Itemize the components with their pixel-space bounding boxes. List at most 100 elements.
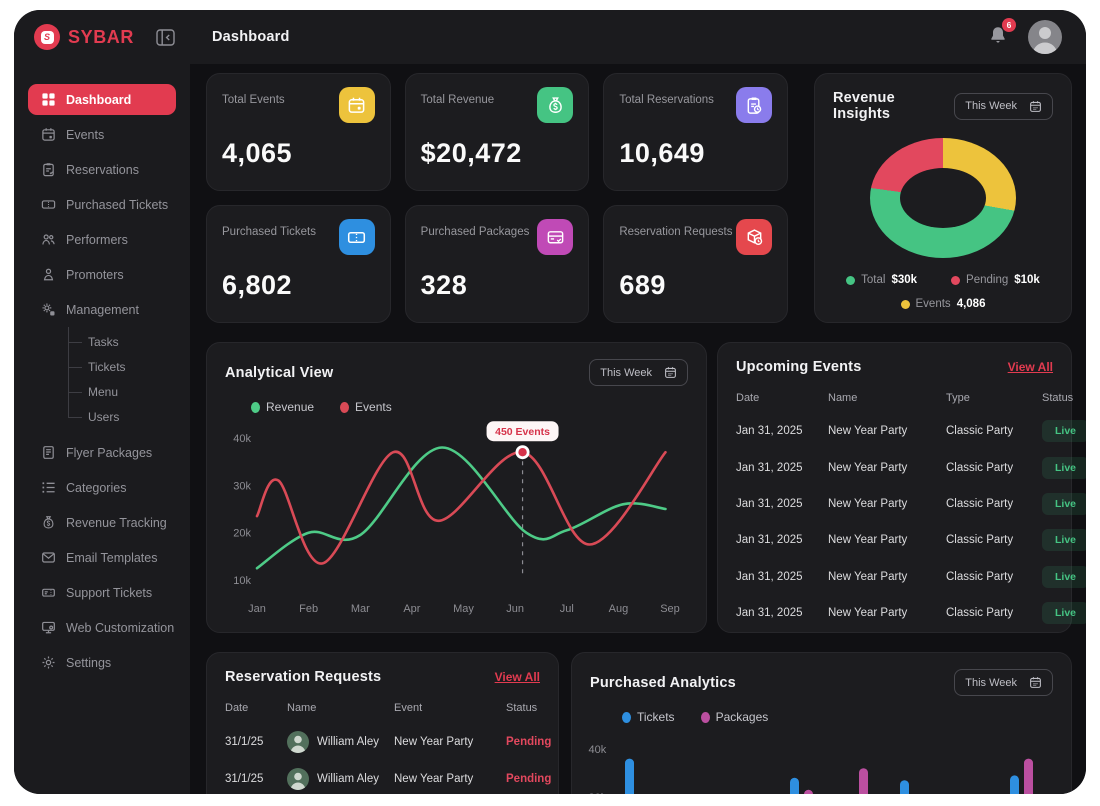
purchased-analytics-filter[interactable]: This Week (954, 669, 1053, 696)
stat-label: Total Events (222, 94, 285, 106)
legend-dot (951, 275, 961, 285)
donut-legend-row-2: Events 4,086 (815, 298, 1071, 310)
sidebar-item-email-templates[interactable]: Email Templates (28, 542, 176, 573)
sidebar-subitem-users[interactable]: Users (68, 404, 190, 429)
upcoming-column-date: Date (736, 392, 760, 404)
sidebar-item-promoters[interactable]: Promoters (28, 259, 176, 290)
stat-card-top: Purchased Tickets (222, 219, 375, 255)
package-badge-icon (537, 219, 574, 255)
stat-label: Total Revenue (420, 94, 495, 106)
stat-card-total-events: Total Events 4,065 (206, 73, 391, 191)
table-row: Jan 31, 2025 New Year Party Classic Party L… (718, 449, 1086, 485)
reservation-requests-table-body: 31/1/25 William Aley New Year Party Pending… (207, 723, 558, 794)
table-row: 31/1/25 William Aley New Year Party Pending (207, 723, 558, 760)
cell-type: Classic Party (946, 425, 1014, 438)
stat-card-top: Total Reservations (619, 87, 772, 123)
calendar-icon (665, 367, 676, 378)
chart-tooltip (486, 421, 559, 442)
money-bag-icon (40, 515, 56, 530)
cell-event: New Year Party (394, 735, 474, 748)
cell-date: Jan 31, 2025 (736, 534, 803, 547)
bar-chart-legend: Tickets Packages (622, 710, 1071, 724)
upcoming-events-table-header: Date Name Type Status (718, 383, 1073, 413)
packages-bar (859, 768, 868, 794)
sidebar-item-events[interactable]: Events (28, 119, 176, 150)
sidebar-item-purchased-tickets[interactable]: Purchased Tickets (28, 189, 176, 220)
filter-label: This Week (600, 366, 652, 379)
status-text: Pending (506, 735, 552, 748)
clipboard-clock-badge-icon (736, 87, 772, 123)
y-axis-tick: 40k (589, 744, 607, 756)
line-legend-events: Events (340, 400, 392, 414)
gear-icon (40, 655, 56, 670)
reservation-column-status: Status (506, 702, 538, 714)
sidebar-item-label: Web Customization (66, 620, 175, 635)
sidebar-item-label: Reservations (66, 162, 139, 177)
analytical-view-card: Analytical View This Week Revenue Events … (206, 342, 707, 633)
sidebar-collapse-button[interactable] (156, 28, 175, 46)
list-icon (40, 480, 56, 495)
table-row: Jan 31, 2025 New Year Party Classic Party L… (718, 559, 1086, 595)
sidebar-item-revenue-tracking[interactable]: Revenue Tracking (28, 507, 176, 538)
bar-legend-tickets: Tickets (622, 710, 675, 724)
tickets-bar (790, 777, 799, 794)
sidebar-item-performers[interactable]: Performers (28, 224, 176, 255)
status-badge: Live (1042, 529, 1086, 552)
notifications-button[interactable]: 6 (988, 17, 1016, 50)
sidebar-item-web-customization[interactable]: Web Customization (28, 612, 176, 643)
analytical-view-filter[interactable]: This Week (589, 359, 688, 386)
reservation-requests-view-all-link[interactable]: View All (494, 670, 540, 684)
avatar-image (1032, 27, 1058, 54)
y-axis-tick: 40k (233, 433, 251, 445)
brand-logo-icon: S (34, 24, 60, 50)
monitor-icon (40, 620, 56, 635)
calendar-icon (40, 127, 56, 142)
stat-label: Reservation Requests (619, 226, 733, 238)
stat-card-purchased-packages: Purchased Packages 328 (404, 205, 590, 323)
sidebar-subitem-tickets[interactable]: Tickets (68, 354, 190, 379)
cell-event: New Year Party (394, 772, 474, 785)
upcoming-events-view-all-link[interactable]: View All (1007, 360, 1053, 374)
status-badge: Live (1042, 492, 1086, 515)
legend-value: $30k (891, 274, 918, 286)
bar-legend-packages: Packages (700, 710, 768, 724)
sidebar-item-flyer-packages[interactable]: Flyer Packages (28, 437, 176, 468)
sidebar-item-reservations[interactable]: Reservations (28, 154, 176, 185)
cell-name: New Year Party (828, 425, 908, 438)
donut-legend-row-1: Total $30k Pending $10k (815, 274, 1071, 286)
sidebar-item-support-tickets[interactable]: Support Tickets (28, 577, 176, 608)
sidebar-item-label: Events (66, 127, 105, 142)
sidebar-item-management[interactable]: Management (28, 294, 176, 325)
app-window: S SYBAR Dashboard 6 Dashboard Events Reser… (14, 10, 1086, 794)
brand-name: SYBAR (68, 26, 135, 47)
sidebar-item-label: Management (66, 302, 139, 317)
legend-label: Total (861, 274, 886, 286)
envelope-icon (40, 550, 56, 565)
sidebar-subitem-menu[interactable]: Menu (68, 379, 190, 404)
purchased-analytics-title: Purchased Analytics (590, 674, 736, 691)
sidebar-item-settings[interactable]: Settings (28, 647, 176, 678)
revenue-donut-chart (870, 138, 1016, 258)
status-badge: Live (1042, 456, 1086, 479)
sidebar-subtree-management: Tasks Tickets Menu Users (68, 327, 190, 429)
upcoming-events-title: Upcoming Events (736, 359, 862, 375)
revenue-insights-filter[interactable]: This Week (954, 92, 1053, 120)
dashboard-icon (40, 92, 56, 107)
sidebar-item-categories[interactable]: Categories (28, 472, 176, 503)
cell-type: Classic Party (946, 461, 1014, 474)
user-avatar[interactable] (1028, 20, 1062, 54)
line-chart: 40k 30k 20k 10k Jan Feb Mar Apr May Jun Jul Aug Sep 4… (207, 414, 706, 622)
revenue-insights-card: Revenue Insights This Week Total $30k Pend… (814, 73, 1072, 323)
stat-card-purchased-tickets: Purchased Tickets 6,802 (206, 205, 391, 323)
sidebar-subitem-tasks[interactable]: Tasks (68, 329, 190, 354)
stats-grid: Total Events 4,065 Total Revenue $20,472 Tot… (206, 73, 788, 323)
status-text: Pending (506, 772, 552, 785)
tickets-bar (625, 758, 634, 794)
sidebar-item-label: Categories (66, 480, 127, 495)
flyer-icon (40, 445, 56, 460)
reservation-column-name: Name (287, 702, 317, 714)
tickets-bar (1010, 775, 1019, 794)
sidebar-item-dashboard[interactable]: Dashboard (28, 84, 176, 115)
chart-tooltip-text: 450 Events (495, 426, 550, 438)
